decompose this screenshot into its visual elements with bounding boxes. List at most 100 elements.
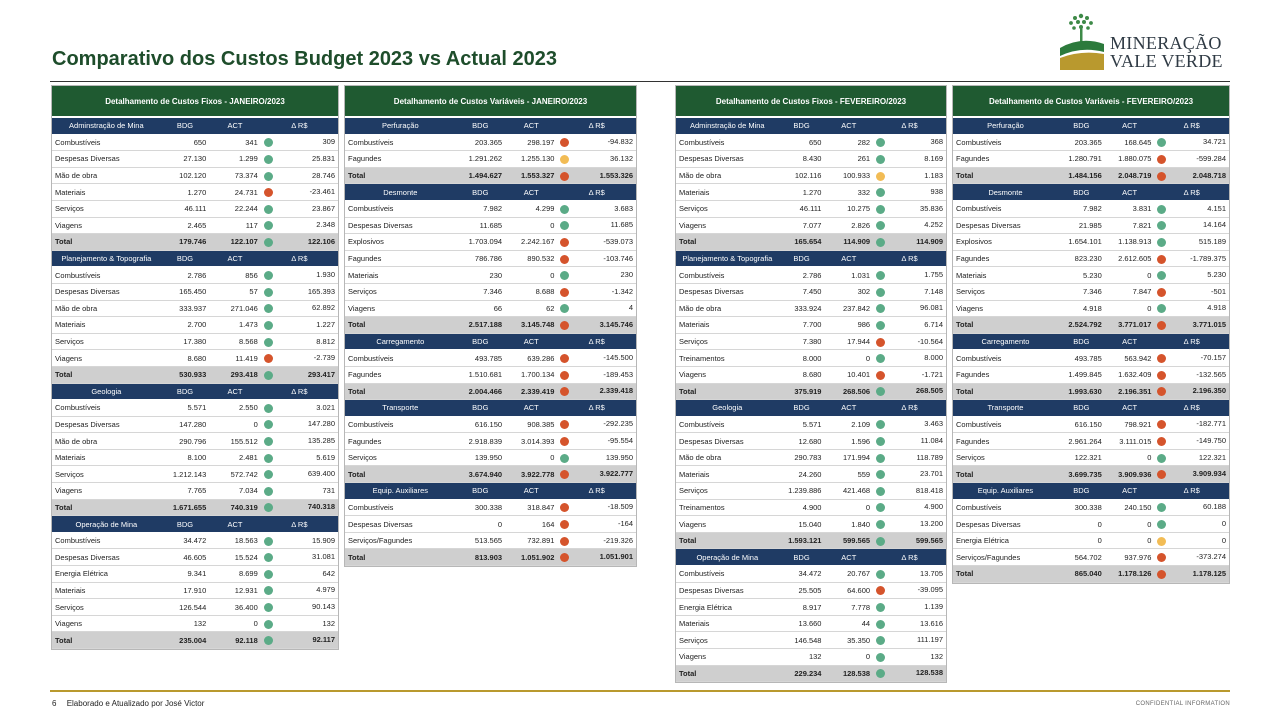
delta-value: 13.705 xyxy=(920,568,943,578)
table-row: Fagundes 1.280.791 1.880.075 -599.284 xyxy=(953,150,1229,168)
table-row: Combustíveis 203.365 298.197 -94.832 xyxy=(345,134,636,152)
status-red-icon xyxy=(1157,287,1167,297)
status-red-icon xyxy=(560,237,570,247)
table-row: Fagundes 1.499.845 1.632.409 -132.565 xyxy=(953,366,1229,384)
act-value: 890.532 xyxy=(505,250,558,268)
table-row: Energia Elétrica 8.917 7.778 1.139 xyxy=(676,598,946,616)
delta-value: 6.714 xyxy=(924,319,943,329)
table-row: Viagens 2.465 117 2.348 xyxy=(52,217,338,235)
cost-table: Adminstração de Mina BDG ACT Δ R$ Combustíve… xyxy=(676,118,946,683)
table-row: Serviços 139.950 0 139.950 xyxy=(345,449,636,467)
act-value: 937.976 xyxy=(1104,548,1155,567)
row-label: Materiais xyxy=(676,465,779,484)
row-label: Combustíveis xyxy=(52,399,161,417)
delta-value: 5.230 xyxy=(1207,270,1226,280)
column-header: BDG xyxy=(455,183,506,201)
column-header: BDG xyxy=(778,118,825,135)
act-value: 12.931 xyxy=(209,582,261,600)
table-row: Combustíveis 203.365 168.645 34.721 xyxy=(953,134,1229,152)
row-label: Total xyxy=(953,465,1058,484)
status-green-icon xyxy=(1157,271,1167,281)
delta-value: 122.321 xyxy=(1198,452,1226,462)
table-row: Despesas Diversas 0 164 -164 xyxy=(345,515,636,533)
act-value: 1.596 xyxy=(824,432,874,450)
delta-cell: 5.619 xyxy=(260,449,338,467)
delta-cell: 165.393 xyxy=(260,283,338,301)
delta-cell: 3.771.015 xyxy=(1154,316,1229,334)
bdg-value: 17.910 xyxy=(160,582,210,600)
row-label: Combustíveis xyxy=(953,200,1058,218)
act-value: 639.286 xyxy=(505,349,558,367)
status-green-icon xyxy=(263,138,273,148)
row-label: Fagundes xyxy=(953,250,1058,268)
act-value: 22.244 xyxy=(209,200,261,218)
act-value: 3.909.936 xyxy=(1104,465,1155,484)
column-header: Δ R$ xyxy=(260,250,338,268)
row-label: Serviços/Fagundes xyxy=(953,548,1058,567)
delta-cell: 2.048.718 xyxy=(1154,167,1229,185)
bdg-value: 1.671.655 xyxy=(160,499,210,517)
delta-cell: 599.565 xyxy=(873,532,946,550)
table-row: Viagens 4.918 0 4.918 xyxy=(953,300,1229,318)
column-header: BDG xyxy=(1057,399,1105,417)
status-red-icon xyxy=(560,320,570,330)
delta-value: 938 xyxy=(930,187,943,197)
delta-value: 2.196.350 xyxy=(1192,386,1226,396)
delta-cell: 3.909.934 xyxy=(1154,465,1229,484)
act-value: 986 xyxy=(824,316,874,334)
column-header: BDG xyxy=(778,399,825,417)
delta-cell: -539.073 xyxy=(557,233,636,251)
column-header: Δ R$ xyxy=(1154,118,1229,135)
status-red-icon xyxy=(560,520,570,530)
table-row: Materiais 13.660 44 13.616 xyxy=(676,615,946,633)
act-value: 114.909 xyxy=(824,233,874,251)
delta-value: 3.909.934 xyxy=(1192,469,1226,479)
status-green-icon xyxy=(876,354,886,364)
delta-cell: -164 xyxy=(557,515,636,533)
status-red-icon xyxy=(560,254,570,264)
delta-value: 15.909 xyxy=(312,535,335,545)
bdg-value: 493.785 xyxy=(455,349,506,367)
table-row: Combustíveis 34.472 20.767 13.705 xyxy=(676,565,946,583)
column-header: ACT xyxy=(209,250,261,268)
delta-cell: 4 xyxy=(557,300,636,318)
act-value: 10.401 xyxy=(824,366,874,384)
bdg-value: 616.150 xyxy=(1057,416,1105,434)
delta-value: 23.701 xyxy=(920,469,943,479)
column-header: ACT xyxy=(505,118,558,135)
bdg-value: 165.654 xyxy=(778,233,825,251)
act-value: 0 xyxy=(505,266,558,284)
delta-value: 132 xyxy=(322,618,335,628)
row-label: Serviços xyxy=(345,283,456,301)
table-row: Mão de obra 102.116 100.933 1.183 xyxy=(676,167,946,185)
bdg-value: 1.993.630 xyxy=(1057,383,1105,401)
column-header: ACT xyxy=(1104,482,1155,500)
table-row: Viagens 8.680 10.401 -1.721 xyxy=(676,366,946,384)
delta-value: 1.178.125 xyxy=(1192,568,1226,578)
act-value: 2.550 xyxy=(209,399,261,417)
section-name: Equip. Auxiliares xyxy=(953,482,1058,500)
status-green-icon xyxy=(263,370,273,380)
delta-cell: 268.505 xyxy=(873,383,946,401)
panel-header: Detalhamento de Custos Fixos - JANEIRO/2… xyxy=(52,86,338,118)
column-header: ACT xyxy=(505,333,558,351)
act-value: 0 xyxy=(1104,449,1155,467)
bdg-value: 7.346 xyxy=(1057,283,1105,301)
table-row: Combustíveis 7.982 3.831 4.151 xyxy=(953,200,1229,218)
column-header: Δ R$ xyxy=(1154,399,1229,417)
act-value: 171.994 xyxy=(824,449,874,467)
status-yellow-icon xyxy=(1157,536,1167,546)
act-value: 421.468 xyxy=(824,482,874,500)
row-label: Mão de obra xyxy=(52,167,161,185)
company-logo xyxy=(1056,10,1236,74)
panel-header: Detalhamento de Custos Variáveis - FEVER… xyxy=(953,86,1229,118)
row-label: Total xyxy=(676,383,779,401)
delta-cell: -2.739 xyxy=(260,349,338,367)
delta-value: 128.538 xyxy=(915,668,943,678)
delta-value: -18.509 xyxy=(607,502,633,512)
section-name: Planejamento & Topografia xyxy=(52,250,161,268)
act-value: 268.506 xyxy=(824,383,874,401)
act-value: 3.771.017 xyxy=(1104,316,1155,334)
column-header: BDG xyxy=(1057,183,1105,201)
row-label: Viagens xyxy=(52,217,161,235)
